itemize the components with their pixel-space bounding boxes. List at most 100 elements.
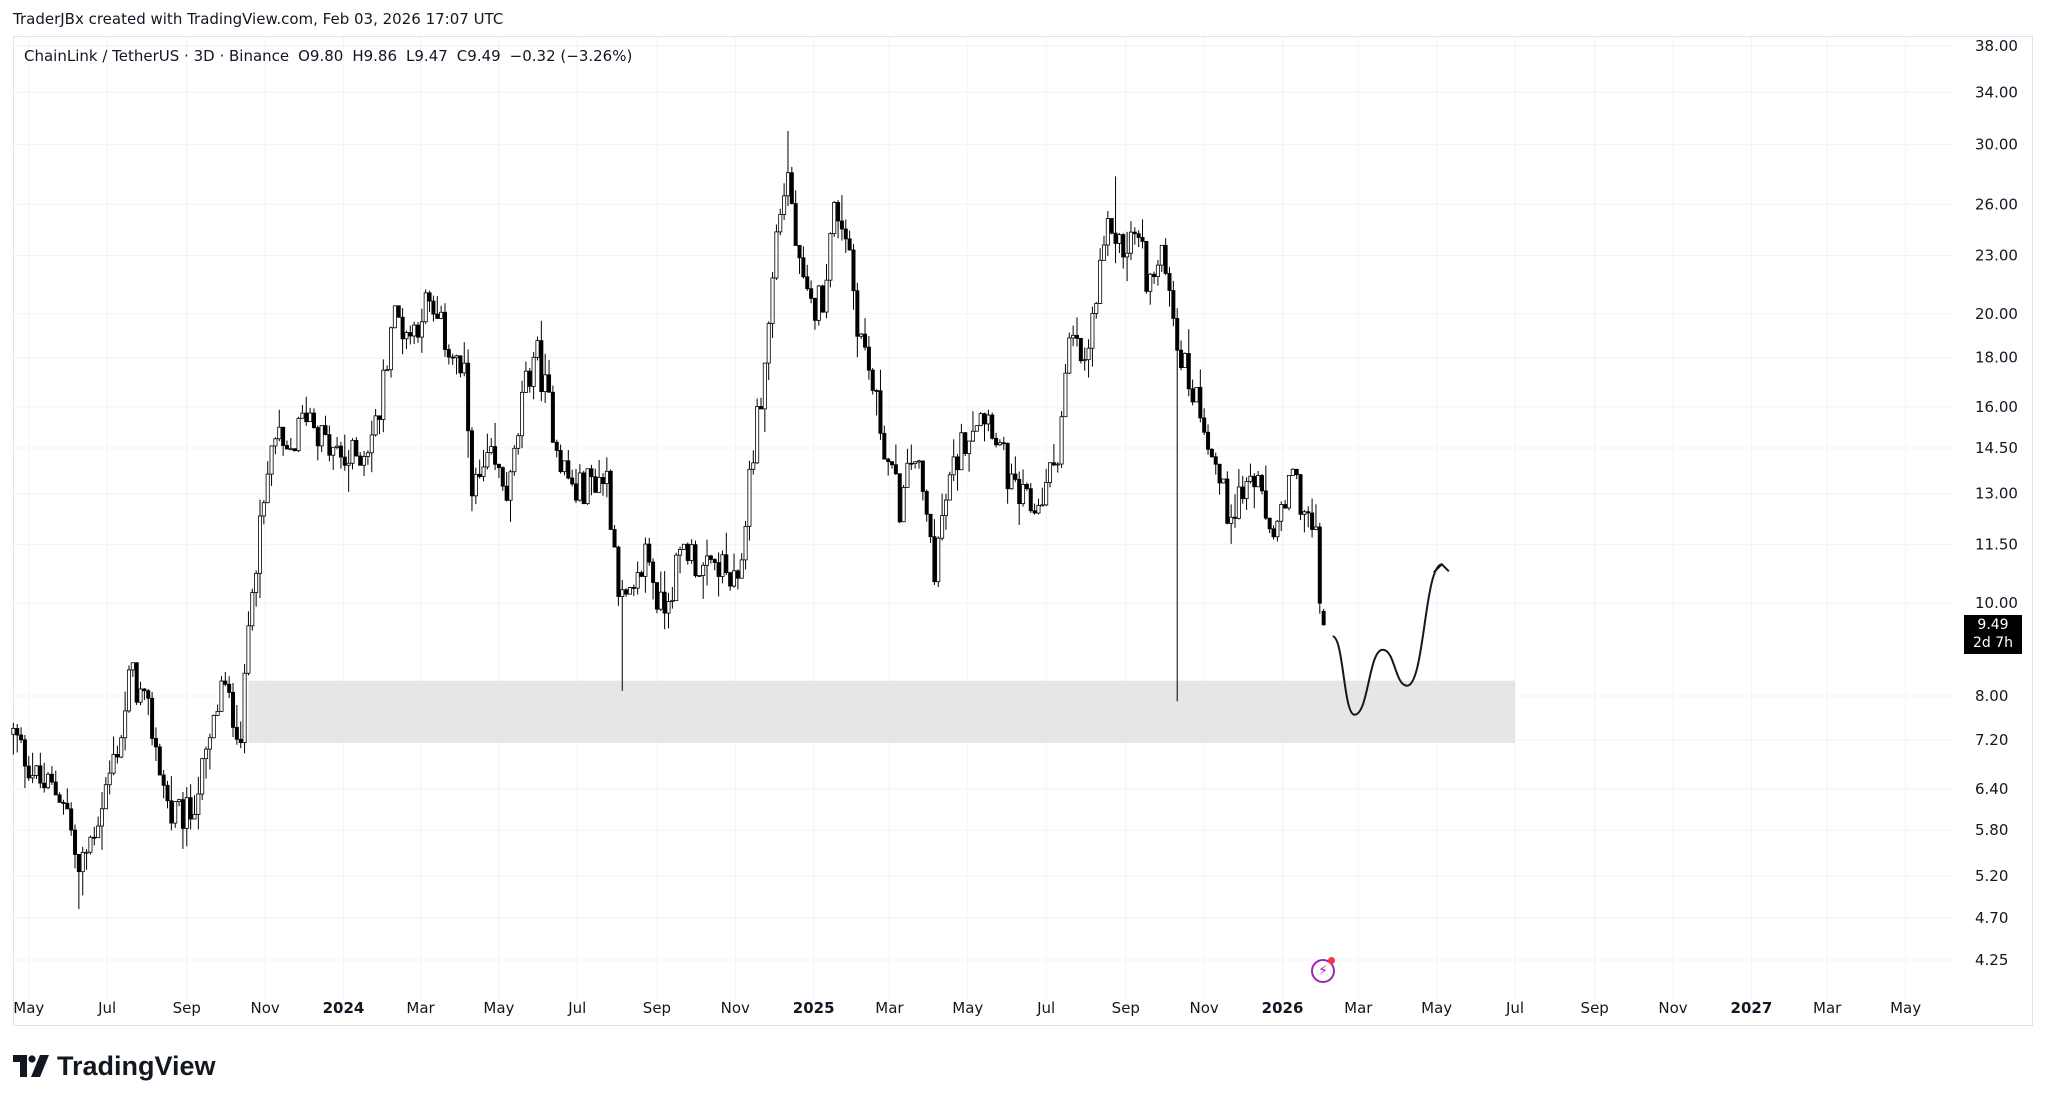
candle-up: [681, 543, 686, 550]
projection-arrow-head-icon: [1433, 562, 1450, 574]
candle-down: [654, 582, 659, 610]
time-axis: May Jul Sep Nov 2024 Mar May Jul Sep Nov 2025 Mar Ma…: [13, 999, 1921, 1017]
candle-down: [600, 477, 605, 485]
candle-down: [315, 427, 320, 447]
candle-up: [265, 473, 270, 504]
candle-down: [855, 290, 860, 337]
candle-up: [974, 425, 979, 432]
candle-down: [427, 292, 432, 302]
candle-up: [943, 499, 948, 516]
candle-down: [793, 203, 798, 246]
candle-up: [832, 201, 837, 235]
candle-down: [161, 774, 166, 786]
candle-down: [1202, 417, 1207, 433]
candle-down: [728, 572, 733, 587]
candle-up: [111, 753, 116, 774]
candle-up: [978, 413, 983, 427]
time-tick-label: Mar: [875, 999, 904, 1017]
candle-up: [970, 430, 975, 442]
candle-down: [1144, 240, 1149, 292]
symbol-legend: ChainLink / TetherUS · 3D · Binance O9.80…: [24, 47, 641, 65]
candle-down: [69, 808, 74, 831]
candle-up: [986, 414, 991, 425]
candle-up: [1009, 473, 1014, 490]
candle-up: [369, 434, 374, 454]
candle-down: [612, 529, 617, 548]
candle-down: [377, 415, 382, 420]
candle-up: [739, 559, 744, 579]
candle-up: [1021, 483, 1026, 505]
candle-down: [146, 690, 151, 699]
candle-down: [42, 782, 47, 789]
candle-up: [778, 214, 783, 233]
candle-down: [223, 680, 228, 685]
candle-up: [997, 442, 1002, 446]
time-tick-label: Nov: [721, 999, 750, 1017]
candle-down: [789, 172, 794, 204]
candle-up: [620, 589, 625, 597]
legend-change: −0.32 (−3.26%): [509, 47, 633, 65]
candle-up: [331, 446, 336, 456]
candle-up: [46, 773, 51, 789]
candle-up: [473, 473, 478, 497]
candle-down: [504, 485, 509, 501]
candle-down: [458, 355, 463, 374]
candle-up: [412, 324, 417, 337]
candle-up: [732, 570, 737, 587]
last-price-label: 9.49 2d 7h: [1964, 615, 2022, 654]
price-tick-label: 7.20: [1975, 731, 2008, 749]
candle-down: [982, 413, 987, 425]
candle-down: [1175, 318, 1180, 351]
candle-up: [1128, 231, 1133, 254]
candle-down: [558, 450, 563, 473]
candle-down: [809, 288, 814, 299]
time-tick-label: Jul: [1036, 999, 1055, 1017]
candle-up: [96, 825, 101, 839]
tradingview-logo[interactable]: TradingView: [13, 1050, 216, 1082]
candle-up: [674, 554, 679, 602]
candle-up: [404, 332, 409, 340]
candle-up: [288, 448, 293, 451]
candle-down: [724, 554, 729, 574]
candle-down: [1317, 526, 1322, 604]
candle-up: [658, 591, 663, 610]
candle-down: [1136, 233, 1141, 238]
candle-countdown: 2d 7h: [1972, 635, 2014, 651]
candle-down: [1294, 468, 1299, 476]
candle-down: [893, 464, 898, 475]
candle-up: [689, 544, 694, 561]
candle-up: [782, 195, 787, 215]
candle-up: [99, 808, 104, 827]
candle-up: [535, 340, 540, 358]
candle-up: [1063, 372, 1068, 418]
candle-down: [1001, 442, 1006, 445]
candle-down: [1024, 483, 1029, 490]
candle-down: [1140, 237, 1145, 242]
tradingview-logo-icon: [13, 1055, 49, 1077]
legend-symbol[interactable]: ChainLink / TetherUS · 3D · Binance: [24, 47, 290, 65]
candle-up: [219, 680, 224, 712]
candle-down: [396, 305, 401, 318]
candle-down: [955, 456, 960, 471]
candle-down: [311, 412, 316, 429]
price-tick-label: 11.50: [1975, 536, 2018, 554]
lightning-icon[interactable]: ⚡: [1311, 959, 1335, 983]
candle-up: [200, 758, 205, 795]
candle-down: [493, 446, 498, 465]
candle-down: [994, 437, 999, 446]
candle-down: [431, 300, 436, 315]
time-tick-label: 2027: [1731, 999, 1773, 1017]
candle-up: [1044, 482, 1049, 506]
candle-down: [1132, 231, 1137, 235]
candle-up: [103, 784, 108, 810]
candle-down: [1152, 273, 1157, 278]
candle-down: [527, 370, 532, 387]
candle-up: [481, 466, 486, 477]
price-tick-label: 34.00: [1975, 83, 2018, 101]
candle-down: [631, 587, 636, 589]
candle-down: [180, 799, 185, 829]
candle-up: [215, 710, 220, 716]
time-tick-label: May: [1890, 999, 1921, 1017]
candle-down: [477, 473, 482, 477]
